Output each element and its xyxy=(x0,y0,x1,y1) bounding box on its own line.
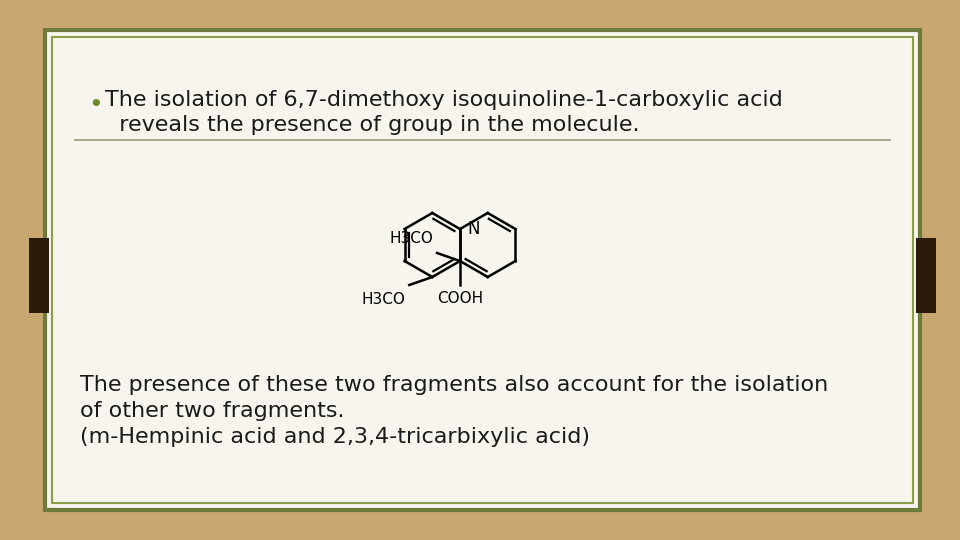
Text: COOH: COOH xyxy=(437,291,483,306)
Text: The presence of these two fragments also account for the isolation: The presence of these two fragments also… xyxy=(80,375,828,395)
Bar xyxy=(916,238,936,313)
Text: of other two fragments.: of other two fragments. xyxy=(80,401,345,421)
Text: (m-Hempinic acid and 2,3,4-tricarbixylic acid): (m-Hempinic acid and 2,3,4-tricarbixylic… xyxy=(80,427,590,447)
Text: H3CO: H3CO xyxy=(361,292,405,307)
FancyBboxPatch shape xyxy=(45,30,920,510)
Text: •: • xyxy=(88,93,103,117)
Text: reveals the presence of group in the molecule.: reveals the presence of group in the mol… xyxy=(105,115,639,135)
Text: The isolation of 6,7-dimethoxy isoquinoline-1-carboxylic acid: The isolation of 6,7-dimethoxy isoquinol… xyxy=(105,90,782,110)
Bar xyxy=(29,238,49,313)
Text: N: N xyxy=(467,220,479,238)
Text: H3CO: H3CO xyxy=(389,231,433,246)
